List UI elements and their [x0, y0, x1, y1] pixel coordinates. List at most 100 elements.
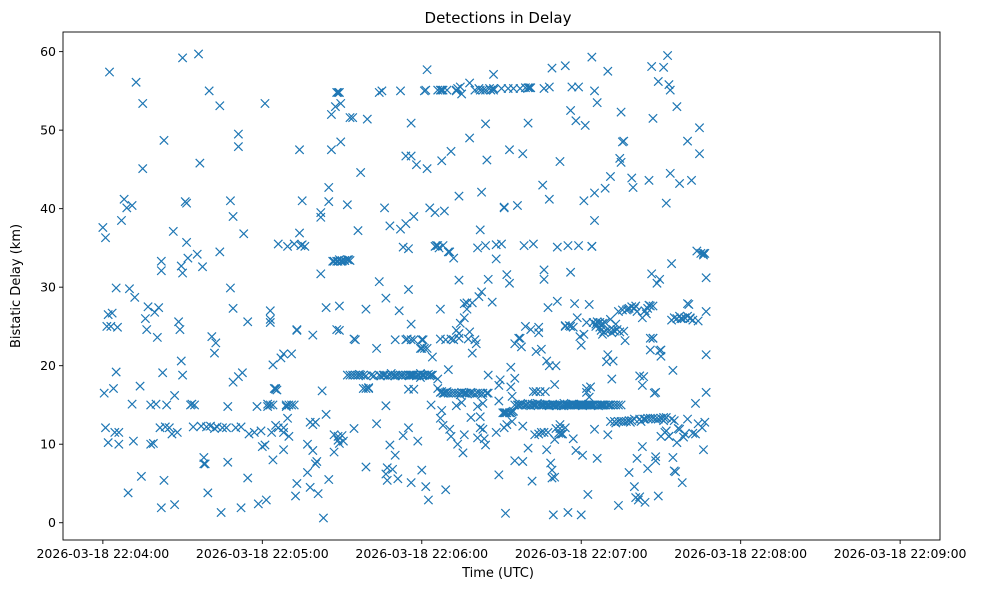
data-point-marker — [371, 343, 382, 354]
data-point-marker — [518, 149, 528, 159]
data-point-marker — [409, 211, 419, 222]
data-point-marker — [600, 317, 610, 328]
data-point-marker — [698, 445, 709, 455]
data-point-marker — [637, 441, 647, 452]
data-point-marker — [543, 302, 553, 313]
data-point-marker — [422, 343, 432, 354]
data-point-marker — [337, 430, 347, 441]
data-point-marker — [560, 423, 570, 433]
data-point-marker — [124, 284, 135, 294]
data-point-marker — [203, 488, 213, 498]
data-point-marker — [381, 293, 391, 303]
data-point-marker — [611, 418, 621, 428]
data-point-marker — [131, 77, 141, 87]
data-point-marker — [579, 329, 589, 339]
data-point-marker — [209, 423, 220, 434]
data-point-marker — [316, 269, 326, 279]
data-point-marker — [401, 218, 411, 229]
data-point-marker — [350, 335, 360, 345]
data-point-marker — [451, 401, 461, 411]
data-point-marker — [547, 63, 557, 73]
data-point-marker — [167, 429, 177, 439]
data-point-marker — [651, 452, 661, 462]
data-point-marker — [305, 482, 315, 493]
data-point-marker — [297, 240, 307, 250]
data-point-marker — [443, 364, 453, 375]
data-point-marker — [278, 349, 289, 359]
data-point-marker — [415, 343, 426, 354]
data-point-marker — [589, 86, 600, 96]
data-point-marker — [538, 180, 548, 190]
data-point-marker — [552, 296, 562, 306]
data-point-marker — [443, 247, 453, 257]
data-point-marker — [577, 450, 588, 460]
data-point-marker — [502, 269, 512, 280]
data-point-marker — [332, 324, 342, 335]
data-point-marker — [459, 299, 469, 309]
data-point-marker — [421, 481, 431, 492]
data-point-marker — [527, 476, 537, 486]
data-point-marker — [664, 79, 674, 90]
data-point-marker — [587, 241, 597, 251]
data-point-marker — [148, 438, 158, 449]
data-point-marker — [239, 229, 249, 239]
data-point-marker — [585, 382, 596, 392]
data-point-marker — [173, 317, 184, 327]
data-point-marker — [111, 367, 121, 377]
data-point-marker — [215, 101, 225, 111]
data-point-marker — [555, 156, 565, 167]
data-point-marker — [142, 324, 152, 335]
data-point-marker — [568, 322, 578, 332]
data-point-marker — [151, 399, 161, 409]
data-point-marker — [544, 82, 554, 92]
data-point-marker — [693, 316, 703, 326]
data-point-marker — [607, 328, 617, 338]
data-point-marker — [643, 463, 653, 474]
data-point-marker — [579, 196, 589, 206]
data-point-marker — [310, 417, 321, 427]
data-point-marker — [175, 324, 185, 335]
data-point-marker — [423, 495, 434, 505]
data-point-marker — [666, 258, 677, 269]
data-point-marker — [111, 283, 121, 293]
data-point-marker — [284, 431, 294, 441]
data-point-marker — [236, 503, 246, 513]
data-point-marker — [632, 306, 642, 317]
data-point-marker — [371, 419, 382, 429]
data-point-marker — [290, 491, 301, 501]
data-point-marker — [257, 441, 267, 452]
data-point-marker — [589, 188, 600, 198]
data-point-marker — [316, 207, 326, 218]
data-point-marker — [189, 400, 200, 410]
data-point-marker — [524, 83, 535, 93]
data-point-marker — [449, 335, 459, 345]
data-point-marker — [661, 198, 671, 208]
data-point-marker — [437, 156, 447, 166]
data-point-marker — [550, 379, 560, 390]
data-point-marker — [272, 385, 282, 395]
data-point-marker — [648, 333, 658, 343]
data-point-marker — [528, 386, 539, 397]
data-point-marker — [427, 352, 438, 362]
data-point-marker — [662, 50, 673, 61]
data-point-marker — [645, 345, 655, 355]
data-point-marker — [518, 421, 528, 431]
data-point-marker — [472, 243, 483, 253]
data-point-marker — [611, 319, 621, 329]
data-point-marker — [504, 145, 515, 155]
data-point-marker — [449, 253, 459, 263]
data-point-marker — [377, 86, 387, 96]
data-point-marker — [265, 400, 275, 410]
data-point-marker — [421, 85, 431, 95]
data-point-marker — [333, 87, 343, 98]
data-point-marker — [273, 239, 283, 249]
data-point-marker — [494, 380, 504, 390]
data-point-marker — [523, 443, 533, 453]
data-point-marker — [324, 196, 334, 207]
y-tick-label: 10 — [40, 437, 56, 452]
data-point-marker — [459, 430, 469, 440]
data-point-marker — [454, 333, 464, 343]
data-point-marker — [651, 387, 661, 398]
y-tick-label: 50 — [40, 123, 56, 138]
